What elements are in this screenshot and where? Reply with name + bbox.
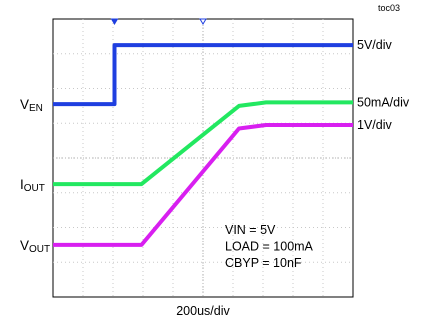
channel-scale-1: 5V/div: [357, 38, 392, 52]
condition-3: CBYP = 10nF: [225, 256, 302, 270]
trace-2: [53, 100, 353, 187]
trace-1: [53, 43, 353, 107]
trace-3: [53, 123, 353, 247]
channel-scale-3: 1V/div: [357, 118, 392, 132]
channel-scale-2: 50mA/div: [357, 95, 410, 109]
channel-scales: 5V/div 50mA/div 1V/div: [357, 38, 410, 132]
trigger-marker-2: [199, 18, 207, 25]
channel-labels: VEN IOUT VOUT: [20, 97, 50, 255]
trigger-marker-1: [110, 18, 119, 25]
grid: [53, 19, 353, 297]
conditions-box: VIN = 5V LOAD = 100mA CBYP = 10nF: [225, 223, 314, 270]
channel-label-1: VEN: [20, 97, 43, 114]
traces: [53, 43, 353, 247]
condition-2: LOAD = 100mA: [225, 240, 314, 254]
trigger-markers: [110, 18, 207, 25]
condition-1: VIN = 5V: [225, 223, 276, 237]
channel-label-3: VOUT: [20, 238, 50, 255]
channel-label-2: IOUT: [20, 177, 45, 194]
x-scale-label: 200us/div: [176, 304, 230, 318]
figure-id: toc03: [378, 3, 400, 13]
